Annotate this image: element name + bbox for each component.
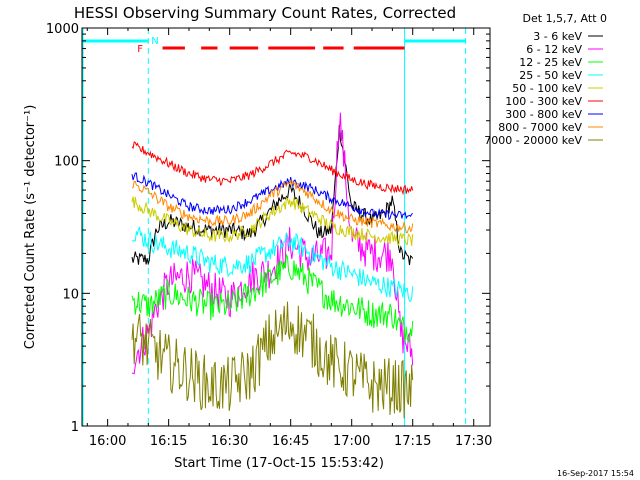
legend-label-6: 300 - 800 keV [505,108,582,121]
observing-annotations: NF [82,28,467,426]
legend-label-2: 12 - 25 keV [519,56,582,69]
x-tick-label-2: 16:30 [211,434,248,449]
series-line-7 [131,179,414,234]
x-tick-label-5: 17:15 [394,434,431,449]
plot-frame [81,27,491,427]
chart-title: HESSI Observing Summary Count Rates, Cor… [74,4,456,22]
x-tick-label-0: 16:00 [89,434,126,449]
x-tick-label-6: 17:30 [455,434,492,449]
series-line-4 [131,196,414,247]
series-line-8 [131,301,414,419]
legend-label-5: 100 - 300 keV [505,95,582,108]
y-tick-label-2: 100 [54,155,79,170]
legend-label-0: 3 - 6 keV [533,30,582,43]
x-axis-ticks: 16:00 16:15 16:30 16:45 17:00 17:15 17:30 [86,28,492,449]
flare-flag-label: F [137,44,143,55]
series-line-3 [131,226,414,303]
y-axis-label: Corrected Count Rate (s⁻¹ detector⁻¹) [23,105,38,350]
series-line-2 [131,253,414,344]
legend-label-8: 7000 - 20000 keV [484,134,582,147]
legend-label-3: 25 - 50 keV [519,69,582,82]
x-tick-label-3: 16:45 [272,434,309,449]
legend-label-7: 800 - 7000 keV [498,121,582,134]
x-tick-label-4: 17:00 [333,434,370,449]
series-line-1 [131,112,414,375]
legend-label-4: 50 - 100 keV [512,82,582,95]
timestamp: 16-Sep-2017 15:54 [557,469,634,478]
y-tick-label-1: 10 [62,287,79,302]
x-axis-label: Start Time (17-Oct-15 15:53:42) [174,456,384,471]
y-axis-ticks: 1 10 100 1000 [46,22,490,435]
series-line-0 [131,124,414,266]
series-line-6 [131,172,413,221]
y-tick-label-3: 1000 [46,22,79,37]
legend-label-1: 6 - 12 keV [526,43,582,56]
x-tick-label-1: 16:15 [150,434,187,449]
y-tick-label-0: 1 [71,420,79,435]
legend-header: Det 1,5,7, Att 0 [523,12,607,25]
series-line-5 [131,141,414,196]
series-lines [131,112,414,419]
night-flag-label: N [151,36,158,47]
